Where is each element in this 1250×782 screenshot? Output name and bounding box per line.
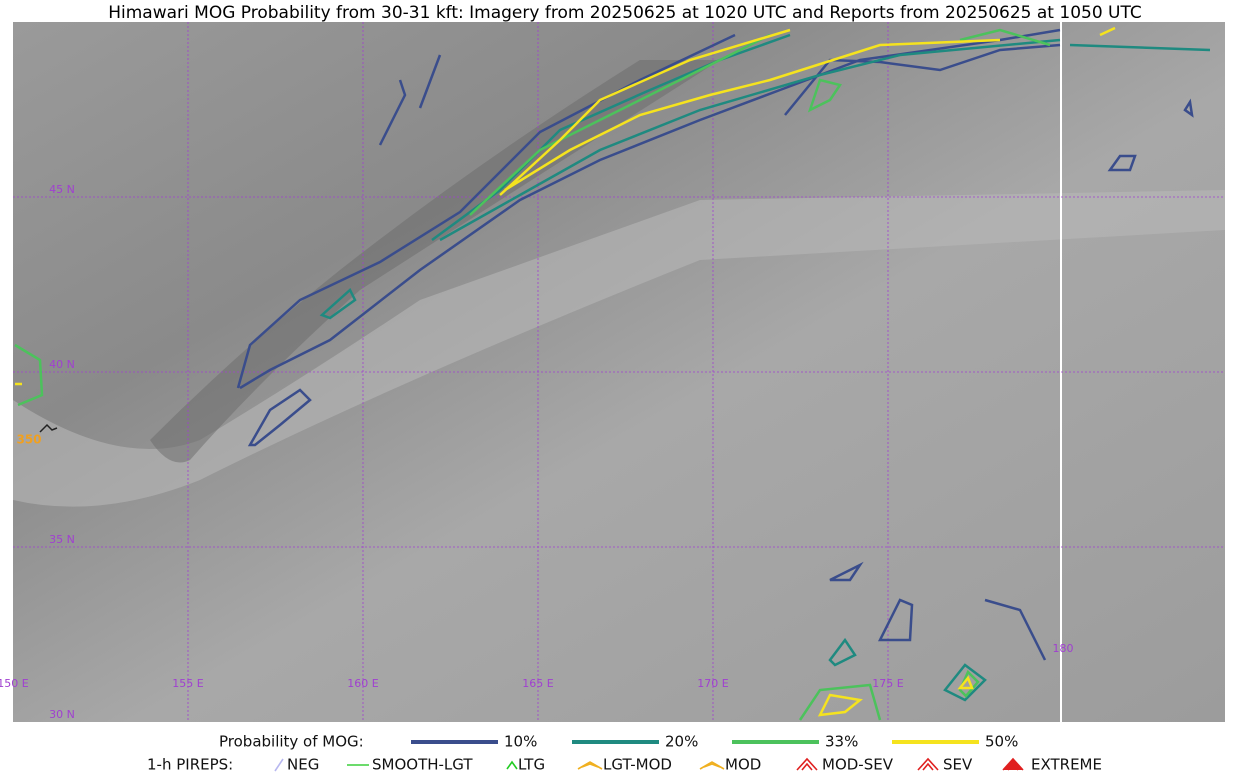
dry-slot [150,60,720,463]
lon-label: 170 E [697,677,728,690]
lon-label: 175 E [872,677,903,690]
legend-label: SMOOTH-LGT [372,756,473,774]
legend-symbol [274,758,284,772]
legend-label: MOD-SEV [822,756,894,774]
contour-20 [319,33,1211,702]
cloud-band [13,190,1225,507]
lat-label: 40 N [49,358,75,371]
legend-label: SEV [943,756,973,774]
report-label: 350 [16,433,41,447]
legend-symbol [506,760,518,770]
legend-label: EXTREME [1031,756,1102,774]
legend-title: Probability of MOG: [219,733,364,751]
lat-label: 35 N [49,533,75,546]
legend-symbol [917,757,939,771]
legend-label: 50% [985,733,1018,751]
lon-label: 180 [1053,642,1074,655]
lon-label: 160 E [347,677,378,690]
lat-label: 30 N [49,708,75,721]
legend-label: NEG [287,756,319,774]
legend-title: 1-h PIREPS: [147,756,233,774]
map: 45 N 40 N 35 N 30 N 150 E 155 E 160 E 165 E 170 … [0,22,1225,722]
legend-label: 10% [504,733,537,751]
legend-symbol [1002,757,1024,771]
pirep-marker [39,423,58,433]
legend-symbol [699,761,725,770]
legend-symbol [796,757,818,771]
contour-33 [14,28,1051,721]
legend-label: LTG [518,756,545,774]
contour-10 [247,43,1194,661]
lat-label: 45 N [49,183,75,196]
legend-label: 33% [825,733,858,751]
contour-50 [15,26,1116,717]
lon-label: 165 E [522,677,553,690]
legend-symbol [577,761,603,770]
legend-label: 20% [665,733,698,751]
lon-label: 150 E [0,677,29,690]
legend-label: MOD [725,756,761,774]
lon-label: 155 E [172,677,203,690]
title: Himawari MOG Probability from 30-31 kft:… [108,3,1142,23]
legend-label: LGT-MOD [603,756,672,774]
